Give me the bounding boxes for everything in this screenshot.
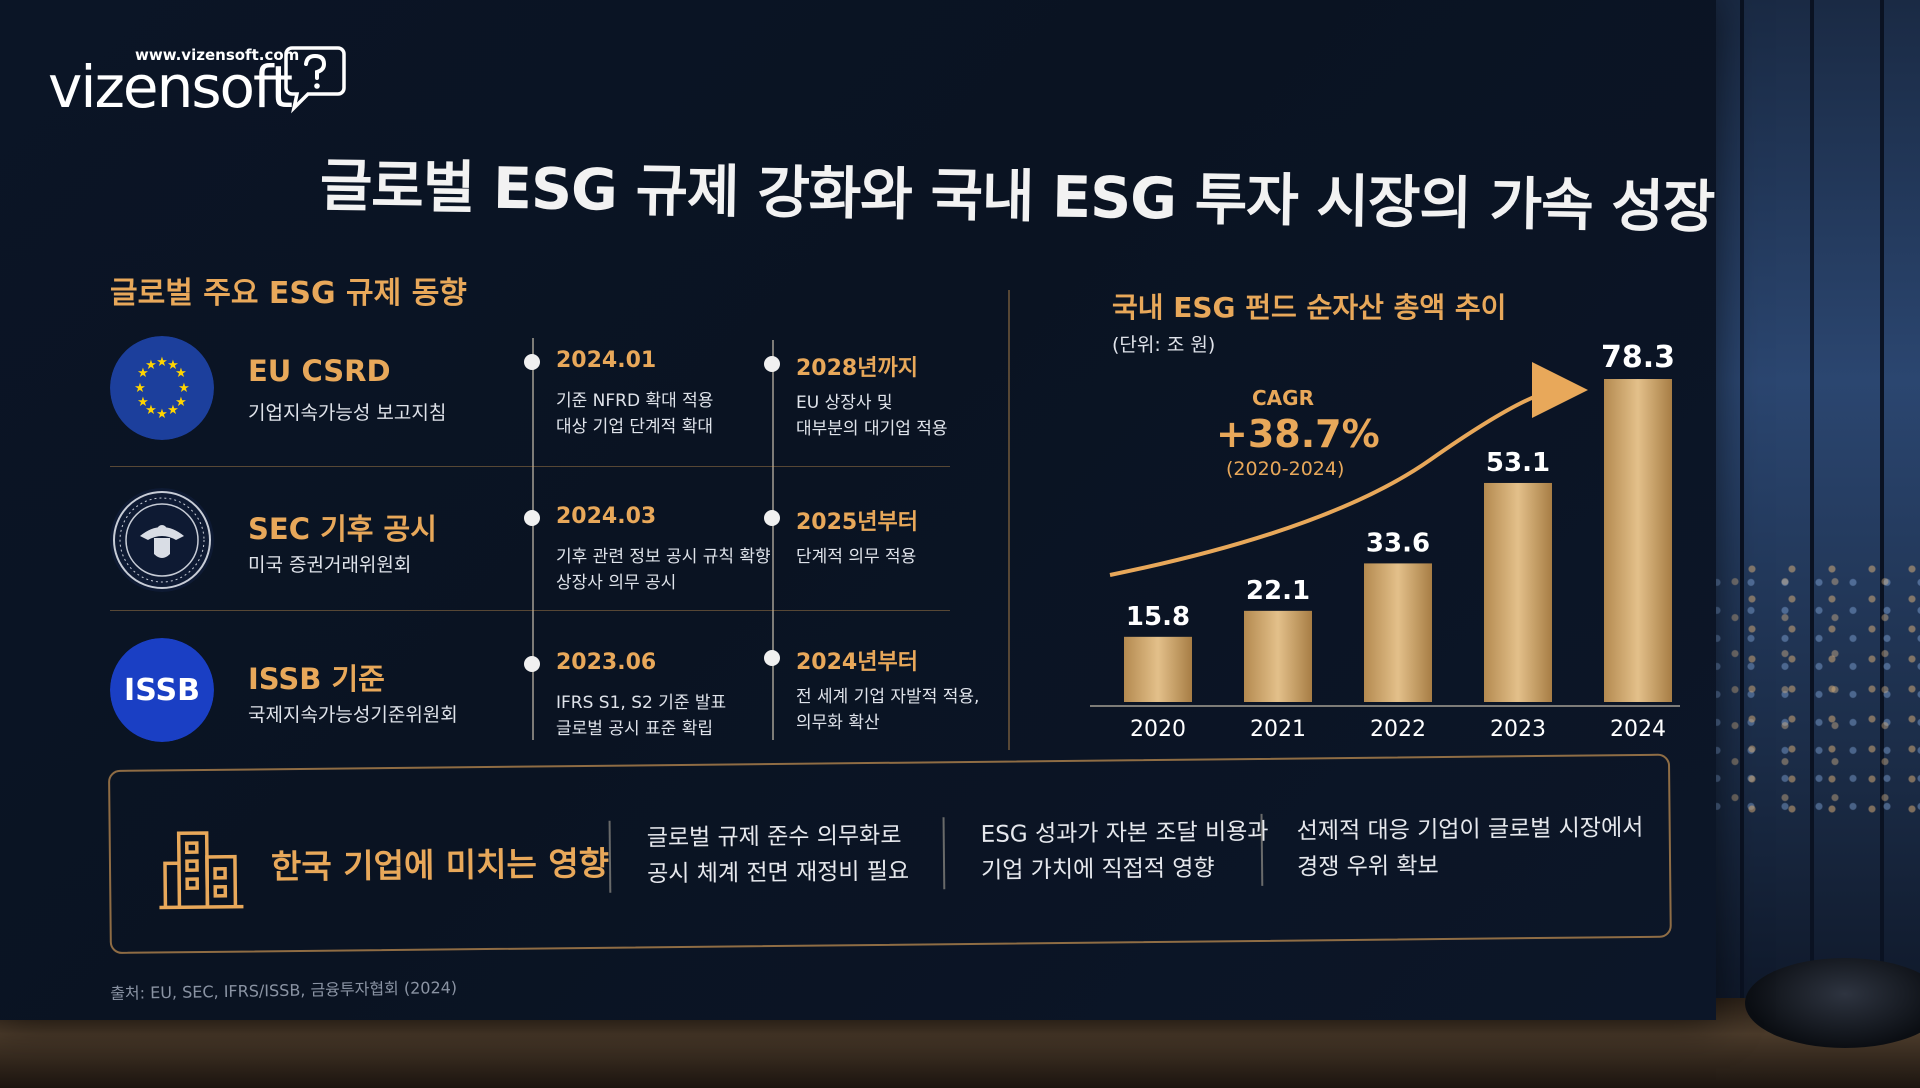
eu-flag-icon: ★ ★★ ★★★ ★★★ ★★★ [110, 336, 214, 440]
bar-2022 [1364, 563, 1432, 702]
timeline-dot [764, 356, 780, 372]
presentation-screen: www.vizensoft.com vizensoft 글로벌 ESG 규제 강… [0, 0, 1716, 1020]
data-label: 15.8 [1126, 602, 1190, 632]
milestone-date: 2023.06 [556, 650, 657, 675]
milestone-date: 2025년부터 [796, 510, 918, 535]
page-title: 글로벌 ESG 규제 강화와 국내 ESG 투자 시장의 가속 성장 [319, 153, 1715, 241]
timeline-dot [524, 510, 540, 526]
source-note: 출처: EU, SEC, IFRS/ISSB, 금융투자협회 (2024) [110, 977, 458, 1003]
milestone-text: 글로벌 공시 표준 확립 [556, 719, 713, 739]
bar-2020 [1124, 636, 1192, 702]
svg-text:★: ★ [156, 355, 168, 370]
data-label: 53.1 [1486, 448, 1550, 478]
cagr-label: CAGR [1252, 386, 1314, 410]
timeline-dot [524, 656, 540, 672]
regulation-row-issb: ISSB ISSB 기준 국제지속가능성기준위원회 [110, 638, 950, 778]
question-bubble-icon [284, 46, 346, 114]
regulation-subtitle: 미국 증권거래위원회 [248, 554, 412, 576]
milestone-text: 기준 NFRD 확대 적용 [556, 391, 714, 411]
buildings-icon [159, 831, 244, 910]
x-tick-label: 2020 [1130, 717, 1186, 742]
chart-unit: (단위: 조 원) [1112, 334, 1216, 356]
issb-badge-text: ISSB [124, 673, 200, 708]
regulation-subtitle: 기업지속가능성 보고지침 [248, 402, 447, 424]
x-tick-label: 2024 [1610, 717, 1666, 742]
milestone-date: 2028년까지 [796, 356, 918, 381]
svg-text:★: ★ [175, 366, 187, 381]
row-divider [110, 466, 950, 467]
desk-object [1745, 958, 1920, 1048]
impact-divider [942, 817, 946, 890]
milestone-text: 전 세계 기업 자발적 적용, [796, 687, 980, 707]
regulation-name: ISSB 기준 [248, 662, 385, 696]
cagr-period: (2020-2024) [1226, 458, 1345, 480]
milestone-date: 2024.03 [556, 504, 657, 529]
logo-url: www.vizensoft.com [135, 46, 300, 64]
regulation-subtitle: 국제지속가능성기준위원회 [248, 704, 458, 726]
timeline-line [772, 340, 774, 740]
regulation-name: SEC 기후 공시 [248, 512, 437, 546]
section-divider [1008, 290, 1010, 750]
milestone-text: 기후 관련 정보 공시 규칙 확향 [556, 547, 771, 567]
issb-badge-icon: ISSB [110, 638, 214, 742]
x-tick-label: 2021 [1250, 717, 1306, 742]
regulation-row-eu-csrd: ★ ★ ★ ★ ★ ★ ★ ★ ★ ★ ★ ★ EU CSRD 기업지속가능성 보고지침 [110, 336, 950, 476]
bar-2021 [1244, 610, 1312, 702]
milestone-text: EU 상장사 및 [796, 393, 893, 413]
x-tick-label: 2023 [1490, 717, 1546, 742]
svg-text:★: ★ [137, 366, 149, 381]
sec-seal-icon [110, 488, 214, 592]
background-window [1700, 0, 1920, 1088]
svg-text:★: ★ [178, 381, 190, 396]
svg-text:★: ★ [167, 358, 179, 373]
logo-wordmark: vizensoft [48, 53, 293, 121]
milestone-text: 단계적 의무 적용 [796, 547, 917, 567]
milestone-date: 2024년부터 [796, 650, 918, 675]
regulation-name: EU CSRD [248, 354, 391, 388]
svg-text:★: ★ [145, 358, 157, 373]
x-tick-label: 2022 [1370, 717, 1426, 742]
data-label: 22.1 [1246, 576, 1310, 606]
bar-2024 [1604, 379, 1672, 702]
timeline-dot [764, 510, 780, 526]
milestone-text: IFRS S1, S2 기준 발표 [556, 693, 727, 713]
timeline-dot [524, 354, 540, 370]
impact-item: 선제적 대응 기업이 글로벌 시장에서 경쟁 우위 확보 [1296, 814, 1644, 881]
trend-arrow [1109, 362, 1588, 577]
timeline-line [532, 338, 534, 740]
svg-text:★: ★ [167, 403, 179, 418]
chart-title: 국내 ESG 펀드 순자산 총액 추이 [1112, 291, 1507, 324]
bar-2023 [1484, 482, 1552, 702]
svg-text:★: ★ [137, 395, 149, 410]
impact-panel: 한국 기업에 미치는 영향 글로벌 규제 준수 의무화로 공시 체계 전면 재정비… [108, 753, 1672, 954]
impact-item: 글로벌 규제 준수 의무화로 공시 체계 전면 재정비 필요 [646, 822, 910, 888]
milestone-text: 대상 기업 단계적 확대 [556, 417, 713, 437]
milestone-text: 의무화 확산 [796, 713, 880, 733]
milestone-text: 상장사 의무 공시 [556, 573, 677, 593]
svg-text:★: ★ [175, 395, 187, 410]
regulations-section-title: 글로벌 주요 ESG 규제 동향 [110, 276, 467, 311]
fund-assets-bar-chart: 15.8 2020 22.1 2021 33.6 2022 53.1 2023 78.3 2024 [1090, 340, 1680, 742]
milestone-text: 대부분의 대기업 적용 [796, 419, 948, 439]
regulation-row-sec: SEC 기후 공시 미국 증권거래위원회 [110, 488, 950, 628]
svg-text:★: ★ [145, 403, 157, 418]
milestone-date: 2024.01 [556, 348, 657, 373]
impact-title: 한국 기업에 미치는 영향 [270, 843, 610, 887]
row-divider [110, 610, 950, 611]
data-label: 78.3 [1601, 340, 1675, 375]
impact-divider [608, 820, 612, 893]
timeline-dot [764, 650, 780, 666]
data-label: 33.6 [1366, 528, 1430, 558]
cagr-value: +38.7% [1216, 412, 1380, 456]
impact-item: ESG 성과가 자본 조달 비용과 기업 가치에 직접적 영향 [980, 818, 1269, 884]
svg-text:★: ★ [134, 381, 146, 396]
svg-text:★: ★ [156, 407, 168, 422]
